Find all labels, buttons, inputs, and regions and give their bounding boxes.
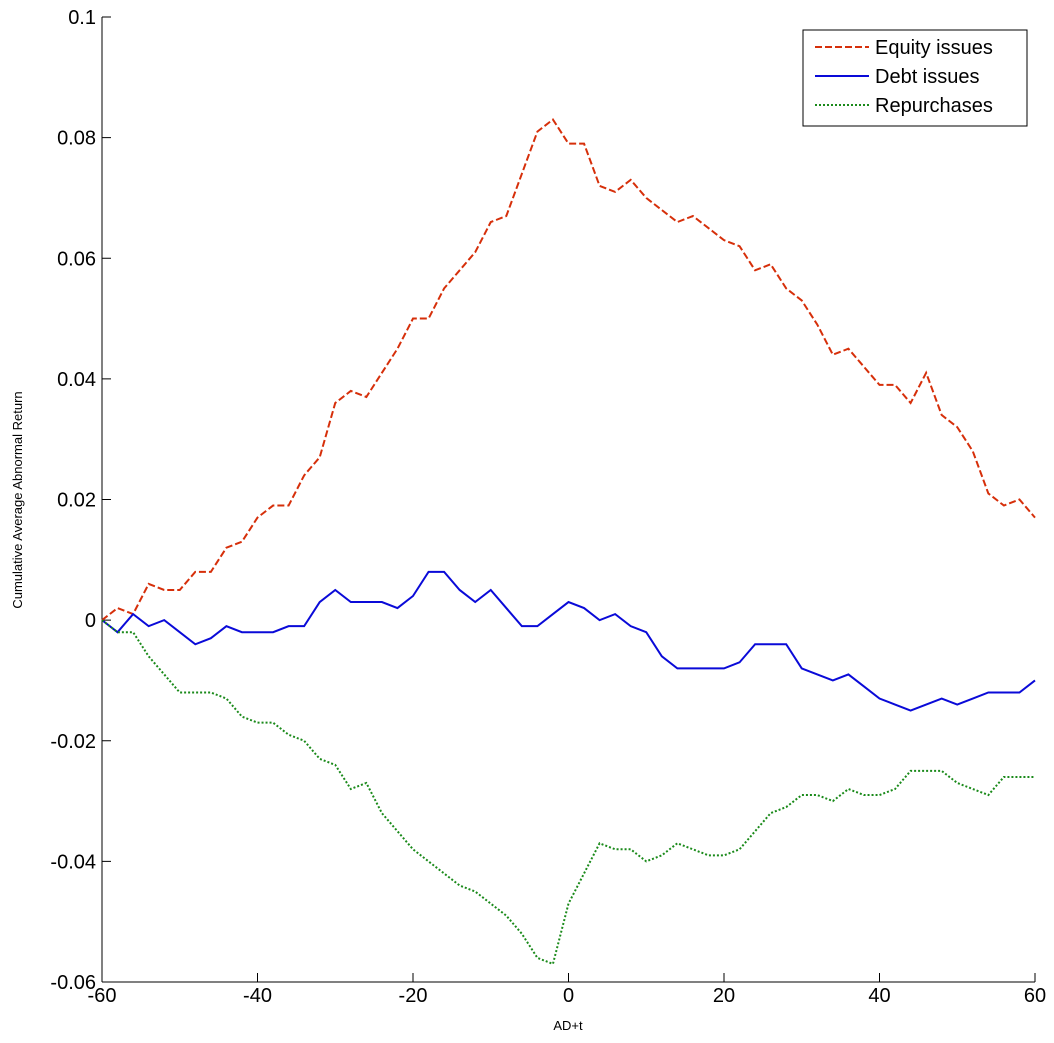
x-tick-label: 20	[713, 985, 735, 1007]
x-tick-label: 40	[868, 985, 890, 1007]
x-axis-label: AD+t	[553, 1018, 583, 1033]
x-tick-label: 60	[1024, 985, 1046, 1007]
y-tick-label: -0.02	[50, 731, 96, 753]
y-tick-label: 0.08	[57, 128, 96, 150]
legend-label: Debt issues	[875, 66, 980, 88]
y-tick-label: 0.04	[57, 369, 96, 391]
legend-label: Repurchases	[875, 95, 993, 117]
y-axis-label: Cumulative Average Abnormal Return	[10, 391, 25, 608]
legend: Equity issues Debt issues Repurchases	[802, 29, 1028, 127]
series-line	[101, 118, 1036, 621]
x-tick-label: -20	[399, 985, 428, 1007]
y-tick-label: 0.1	[68, 7, 96, 29]
series-line	[101, 619, 1035, 966]
x-tick-label: -40	[243, 985, 272, 1007]
series-line	[101, 570, 1036, 712]
y-tick-label: 0.06	[57, 248, 96, 270]
y-tick-label: 0	[85, 610, 96, 632]
legend-label: Equity issues	[875, 37, 993, 59]
y-tick-label: 0.02	[57, 490, 96, 512]
x-tick-label: 0	[563, 985, 574, 1007]
y-tick-label: -0.04	[50, 851, 96, 873]
x-tick-label: -60	[88, 985, 117, 1007]
y-tick-label: -0.06	[50, 972, 96, 994]
